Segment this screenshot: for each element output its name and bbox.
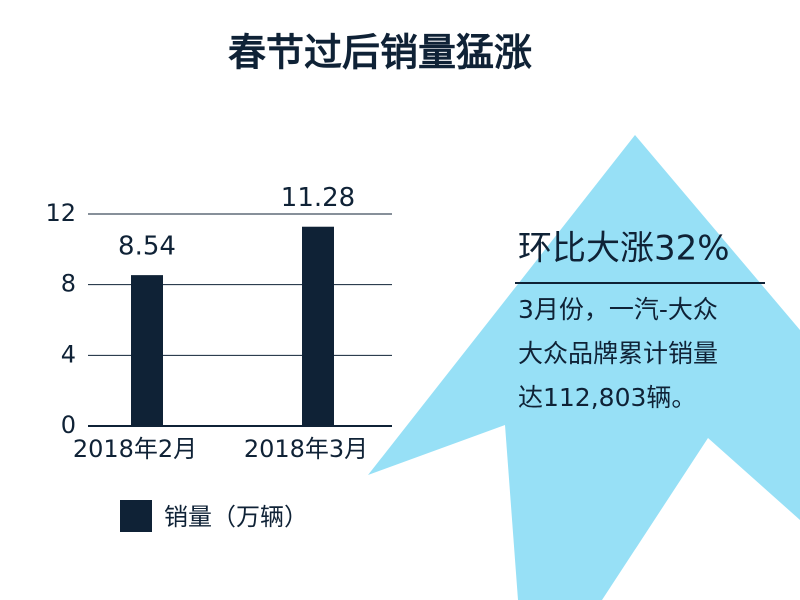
chart-title: 春节过后销量猛涨 [228, 31, 532, 75]
value-label: 11.28 [281, 183, 355, 213]
annotation-line: 达112,803辆。 [518, 383, 696, 412]
annotation-heading: 环比大涨32% [518, 229, 730, 269]
y-tick-label: 12 [45, 199, 76, 227]
arrow-decoration [368, 135, 800, 600]
x-tick-label: 2018年3月 [244, 435, 368, 463]
annotation-line: 3月份，一汽-大众 [518, 295, 718, 324]
bar [131, 275, 163, 426]
bar [302, 226, 334, 426]
value-label: 8.54 [118, 232, 176, 262]
y-tick-label: 0 [61, 411, 76, 439]
y-tick-label: 4 [61, 340, 76, 368]
legend-label: 销量（万辆） [164, 503, 308, 531]
y-tick-label: 8 [61, 270, 76, 298]
x-tick-label: 2018年2月 [73, 435, 197, 463]
legend-swatch [120, 500, 152, 532]
annotation-line: 大众品牌累计销量 [518, 339, 718, 368]
